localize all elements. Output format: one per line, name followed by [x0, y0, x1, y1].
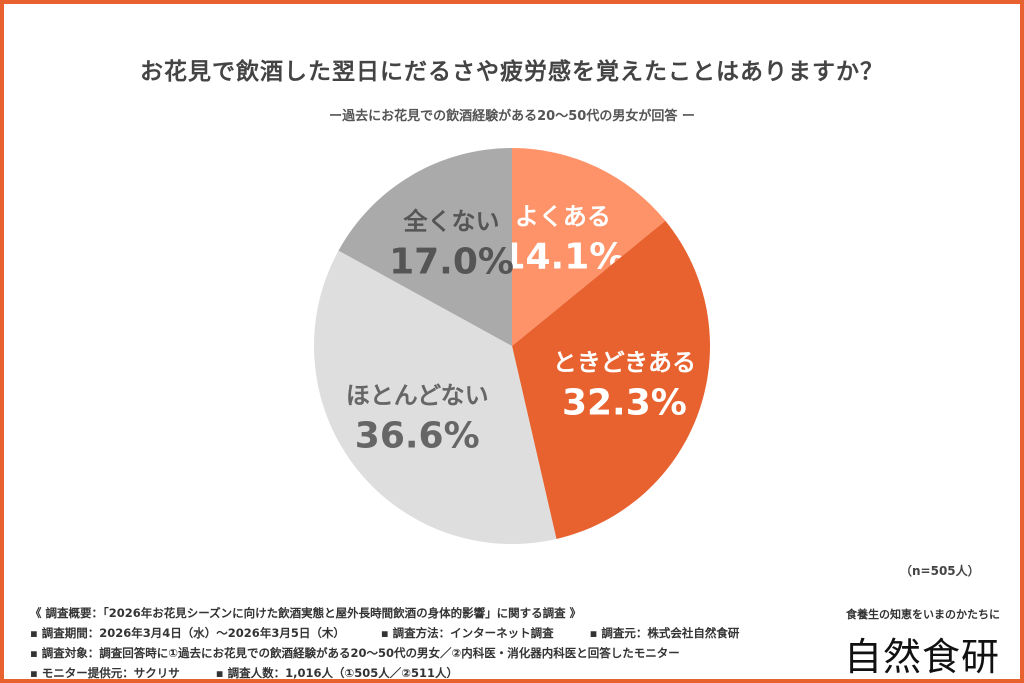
pie-slice-1 [512, 220, 710, 539]
survey-target: ▪ 調査対象：調査回答時に①過去にお花見での飲酒経験がある20〜50代の男女／②… [30, 646, 680, 660]
survey-method: ▪ 調査方法：インターネット調査 [380, 626, 554, 640]
chart-subtitle: ー過去にお花見での飲酒経験がある20〜50代の男女が回答 ー [329, 109, 695, 124]
sample-size: （n=505人） [900, 564, 980, 578]
brand-logo: 自然食研 [844, 635, 1001, 679]
slice-value: 17.0% [389, 242, 514, 283]
survey-source: ▪ 調査元：株式会社自然食研 [589, 626, 740, 640]
slice-label: 全くない [403, 208, 500, 236]
brand-tagline: 食養生の知恵をいまのかたちに [846, 608, 1000, 621]
chart-title: お花見で飲酒した翌日にだるさや疲労感を覚えたことはありますか？ [140, 59, 884, 85]
pie-slice-3 [338, 148, 512, 346]
slice-label: ときどきある [553, 348, 696, 376]
survey-period: ▪ 調査期間：2026年3月4日（水）〜2026年3月5日（木） [30, 626, 345, 640]
slice-value: 36.6% [355, 416, 480, 457]
survey-title: 《 調査概要：「2026年お花見シーズンに向けた飲酒実態と屋外長時間飲酒の身体的… [30, 606, 582, 620]
survey-footer: 《 調査概要：「2026年お花見シーズンに向けた飲酒実態と屋外長時間飲酒の身体的… [30, 603, 775, 683]
pie-slice-2 [314, 250, 557, 544]
slice-label: よくある [515, 203, 611, 231]
pie-slice-0 [512, 148, 666, 346]
slice-value: 32.3% [562, 382, 687, 423]
slice-label: ほとんどない [346, 382, 489, 410]
survey-count: ▪ 調査人数：1,016人（①505人／②511人） [215, 666, 458, 680]
survey-monitor: ▪ モニター提供元：サクリサ [30, 666, 180, 680]
